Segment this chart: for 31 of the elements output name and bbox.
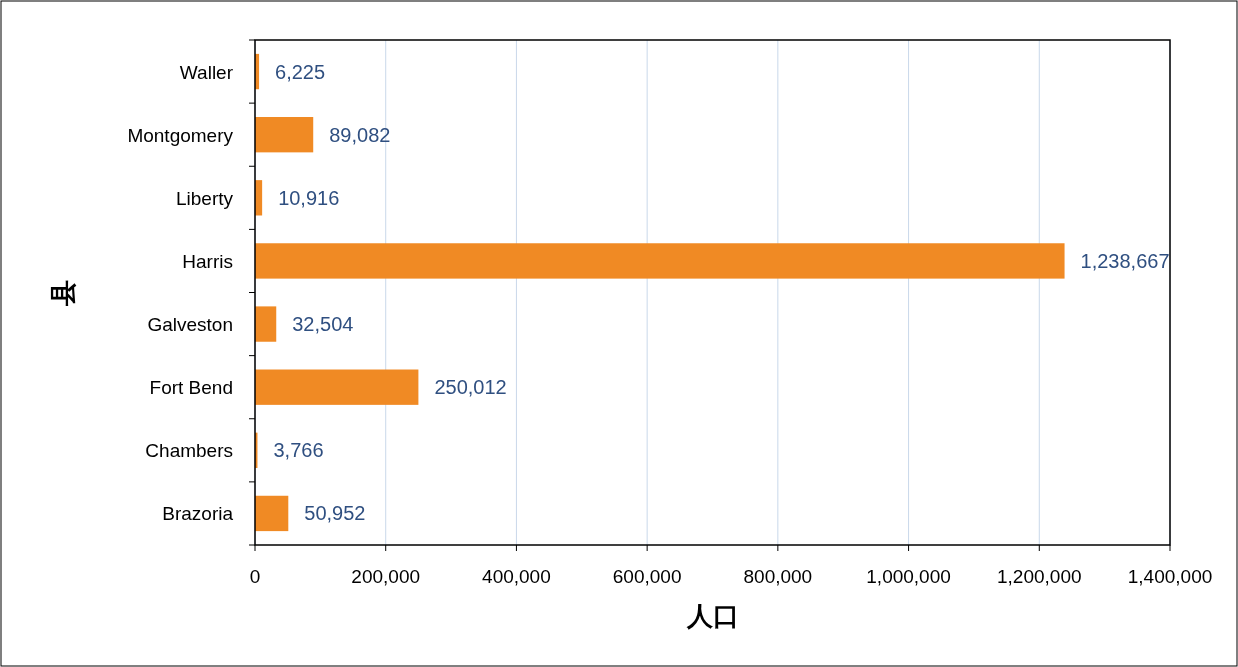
data-label: 89,082 <box>329 123 391 146</box>
bar <box>255 306 277 342</box>
x-tick-label: 1,400,000 <box>1127 566 1213 587</box>
data-label: 32,504 <box>292 313 354 336</box>
data-label: 6,225 <box>275 60 326 83</box>
bar <box>255 495 289 532</box>
y-axis-title: 县 <box>48 279 78 307</box>
y-tick-label: Chambers <box>145 440 233 462</box>
x-tick-label: 800,000 <box>743 566 813 587</box>
data-label: 3,766 <box>273 439 324 462</box>
y-tick-label: Harris <box>182 250 233 272</box>
y-tick-label: Liberty <box>175 187 234 209</box>
data-label: 1,238,667 <box>1080 249 1170 272</box>
x-tick-label: 600,000 <box>612 566 682 587</box>
x-tick-label: 200,000 <box>351 566 421 587</box>
y-tick-label: Galveston <box>147 314 233 336</box>
bar <box>255 117 314 153</box>
data-label: 50,952 <box>304 502 366 525</box>
bar <box>255 369 419 405</box>
x-tick-label: 1,200,000 <box>997 566 1082 587</box>
bar <box>255 243 1065 279</box>
data-label: 250,012 <box>434 376 507 399</box>
x-axis-title: 人口 <box>685 601 739 631</box>
y-tick-label: Fort Bend <box>149 377 233 399</box>
y-tick-label: Montgomery <box>127 124 234 146</box>
data-label: 10,916 <box>278 186 340 209</box>
y-tick-label: Brazoria <box>162 503 234 525</box>
x-tick-label: 1,000,000 <box>866 566 951 587</box>
x-tick-label: 400,000 <box>482 566 551 587</box>
y-tick-label: Waller <box>179 61 234 83</box>
x-tick-label: 0 <box>249 566 261 587</box>
